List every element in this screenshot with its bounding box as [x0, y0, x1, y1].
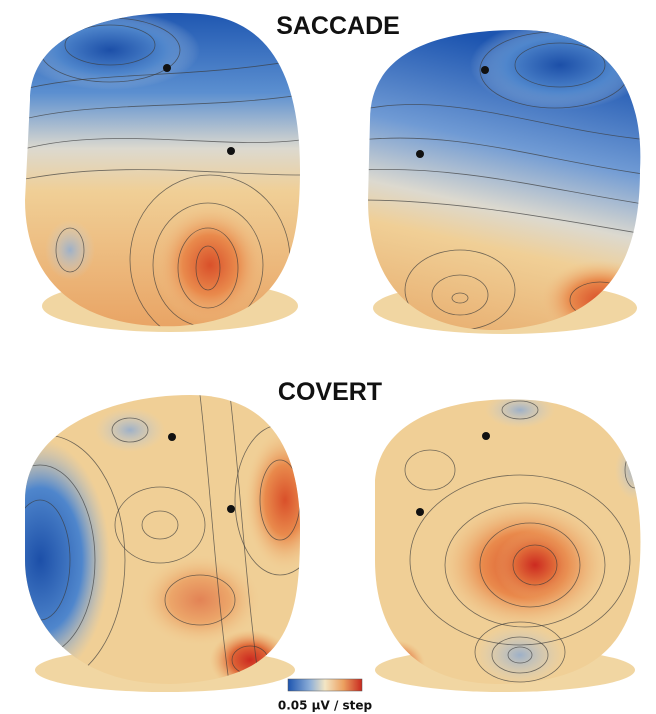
- colorbar-label: 0.05 µV / step: [278, 699, 373, 713]
- panel-title: SACCADE: [276, 12, 400, 40]
- panel-title: COVERT: [278, 378, 382, 406]
- scalp-map: [20, 10, 310, 345]
- colorbar: 0.05 µV / step: [278, 679, 373, 713]
- figure: SACCADE COVERT: [0, 0, 656, 714]
- scalp-map: [0, 390, 325, 692]
- scalp-map: [365, 392, 655, 692]
- scalp-map: [360, 20, 656, 345]
